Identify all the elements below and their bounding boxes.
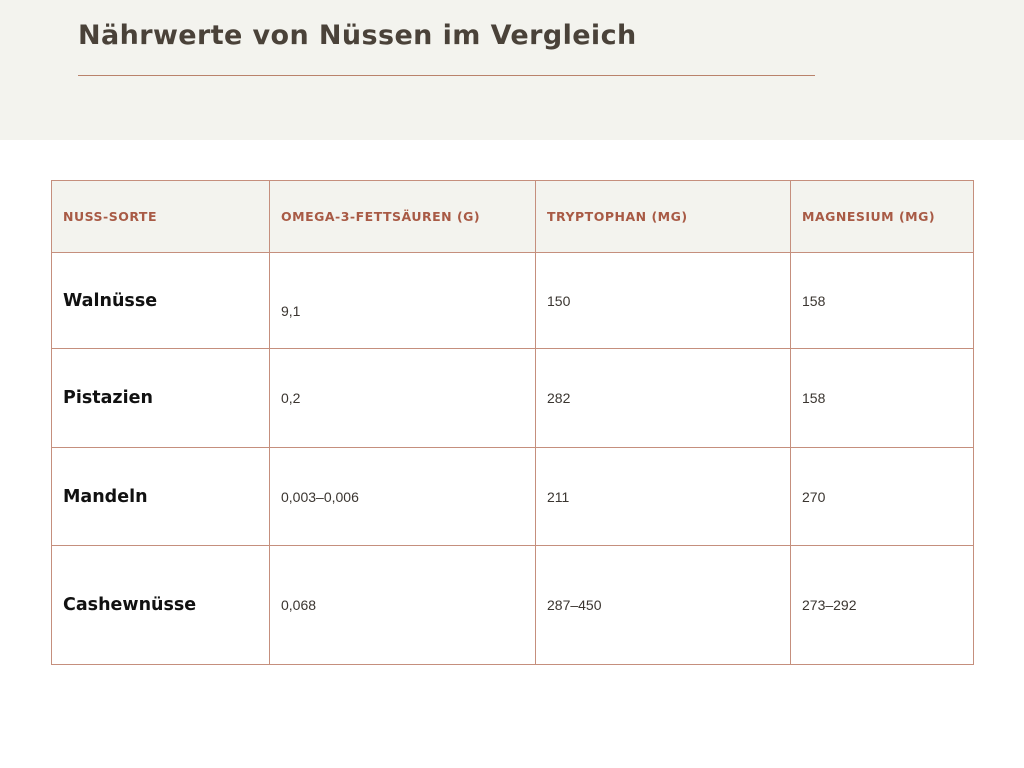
omega3-value: 9,1 xyxy=(281,302,301,319)
magnesium-cell: 273–292 xyxy=(790,545,974,665)
nut-name-cell: Mandeln xyxy=(51,447,270,546)
omega3-cell: 9,1 xyxy=(269,252,536,349)
nut-name-cell: Cashewnüsse xyxy=(51,545,270,665)
tryptophan-cell: 150 xyxy=(535,252,791,349)
tryptophan-cell: 287–450 xyxy=(535,545,791,665)
table-row: Walnüsse 9,1 150 158 xyxy=(51,252,974,349)
table-header-row: NUSS-SORTE OMEGA-3-FETTSÄUREN (G) TRYPTO… xyxy=(51,180,974,253)
tryptophan-cell: 282 xyxy=(535,348,791,448)
nutrition-table: NUSS-SORTE OMEGA-3-FETTSÄUREN (G) TRYPTO… xyxy=(51,180,974,665)
magnesium-cell: 158 xyxy=(790,348,974,448)
page-title: Nährwerte von Nüssen im Vergleich xyxy=(78,20,637,51)
table-row: Cashewnüsse 0,068 287–450 273–292 xyxy=(51,545,974,665)
table-row: Mandeln 0,003–0,006 211 270 xyxy=(51,447,974,546)
nut-name-cell: Walnüsse xyxy=(51,252,270,349)
magnesium-cell: 270 xyxy=(790,447,974,546)
nut-name-cell: Pistazien xyxy=(51,348,270,448)
tryptophan-cell: 211 xyxy=(535,447,791,546)
column-header-nut-type: NUSS-SORTE xyxy=(51,180,270,253)
omega3-cell: 0,003–0,006 xyxy=(269,447,536,546)
column-header-omega3: OMEGA-3-FETTSÄUREN (G) xyxy=(269,180,536,253)
magnesium-cell: 158 xyxy=(790,252,974,349)
title-divider xyxy=(78,75,815,76)
omega3-cell: 0,068 xyxy=(269,545,536,665)
column-header-magnesium: MAGNESIUM (MG) xyxy=(790,180,974,253)
omega3-cell: 0,2 xyxy=(269,348,536,448)
header-band xyxy=(0,0,1024,140)
table-row: Pistazien 0,2 282 158 xyxy=(51,348,974,448)
column-header-tryptophan: TRYPTOPHAN (MG) xyxy=(535,180,791,253)
